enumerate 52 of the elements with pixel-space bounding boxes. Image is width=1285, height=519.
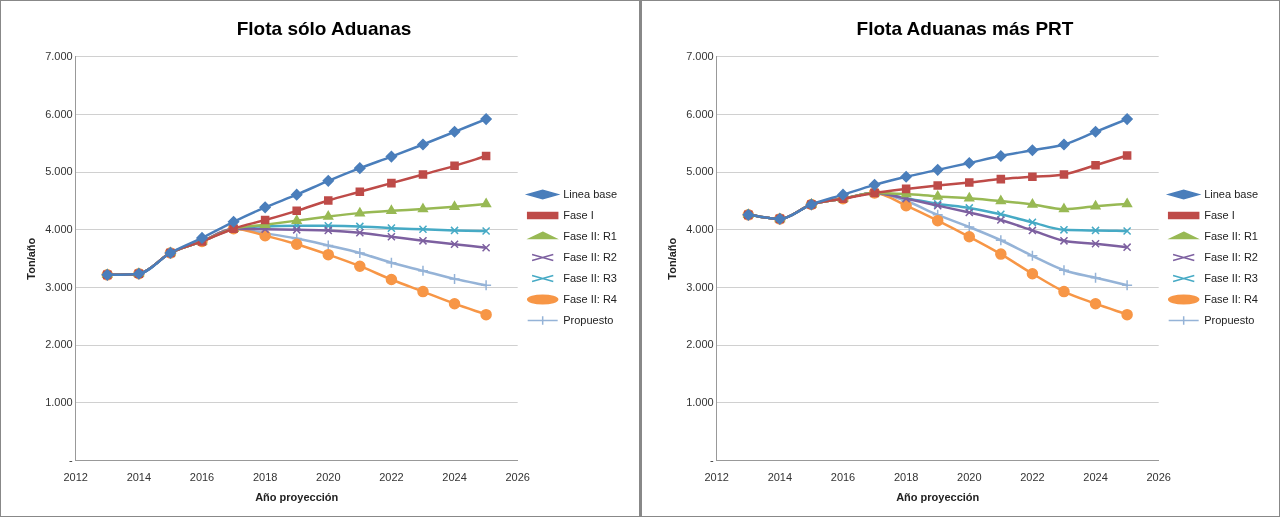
legend-label: Fase II: R4 (1204, 292, 1258, 305)
y-tick-label: 2.000 (686, 338, 714, 351)
y-tick-label: 3.000 (45, 280, 73, 293)
legend-label: Propuesto (1204, 313, 1255, 326)
y-tick-label: 1.000 (45, 395, 73, 408)
x-tick-label: 2022 (379, 471, 404, 484)
x-tick-label: 2012 (704, 471, 729, 484)
legend-label: Fase II: R1 (563, 229, 617, 242)
x-tick-label: 2012 (63, 471, 88, 484)
x-tick-label: 2014 (126, 471, 152, 484)
y-tick-label: - (710, 453, 715, 466)
x-tick-label: 2016 (830, 471, 856, 484)
legend-label: Fase I (563, 208, 594, 221)
y-tick-label: 4.000 (45, 222, 73, 235)
x-tick-label: 2020 (957, 471, 982, 484)
legend-label: Fase I (1204, 208, 1235, 221)
y-tick-label: 7.000 (686, 49, 714, 62)
x-axis-title: Año proyección (255, 491, 339, 504)
x-tick-label: 2018 (893, 471, 919, 484)
legend-label: Fase II: R3 (563, 271, 617, 284)
y-tick-label: 2.000 (45, 338, 73, 351)
y-axis-title: Ton/año (665, 237, 678, 280)
y-tick-label: 6.000 (686, 107, 714, 120)
y-tick-label: 6.000 (45, 107, 73, 120)
chart-title: Flota Aduanas más PRT (856, 17, 1074, 39)
y-tick-label: 5.000 (686, 165, 714, 178)
x-tick-label: 2026 (1146, 471, 1171, 484)
y-tick-label: 4.000 (686, 222, 714, 235)
x-tick-label: 2014 (767, 471, 793, 484)
legend-label: Fase II: R4 (563, 292, 617, 305)
y-tick-label: 1.000 (686, 395, 714, 408)
legend-label: Fase II: R3 (1204, 271, 1258, 284)
x-tick-label: 2024 (442, 471, 467, 484)
legend-label: Fase II: R1 (1204, 229, 1258, 242)
x-tick-label: 2022 (1020, 471, 1045, 484)
x-axis-title: Año proyección (896, 491, 980, 504)
y-tick-label: 5.000 (45, 165, 73, 178)
x-tick-label: 2016 (189, 471, 215, 484)
y-tick-label: 3.000 (686, 280, 714, 293)
chart-title: Flota sólo Aduanas (236, 17, 412, 39)
x-tick-label: 2020 (316, 471, 341, 484)
y-axis-title: Ton/año (24, 237, 37, 280)
x-tick-label: 2024 (1083, 471, 1108, 484)
legend-label: Fase II: R2 (563, 250, 617, 263)
legend-label: Propuesto (563, 313, 614, 326)
y-tick-label: 7.000 (45, 49, 73, 62)
legend-label: Linea base (563, 187, 617, 200)
y-tick-label: - (69, 453, 74, 466)
legend-label: Fase II: R2 (1204, 250, 1258, 263)
x-tick-label: 2018 (252, 471, 278, 484)
legend-label: Linea base (1204, 187, 1258, 200)
x-tick-label: 2026 (505, 471, 530, 484)
